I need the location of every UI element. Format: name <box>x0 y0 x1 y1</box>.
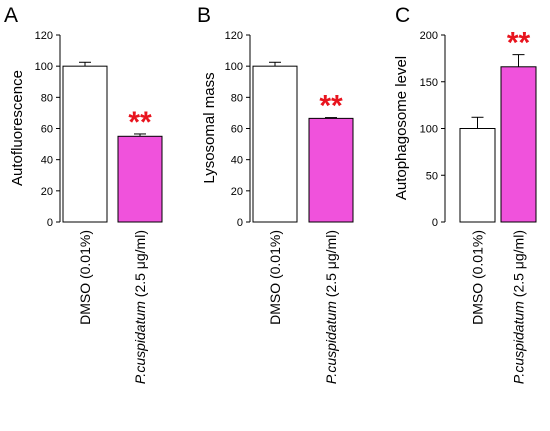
x-category-label: DMSO (0.01%) <box>77 230 93 325</box>
y-tick-label: 0 <box>432 217 438 229</box>
category-label-text: DMSO (0.01%) <box>470 230 486 325</box>
y-axis-label: Lysosomal mass <box>201 72 218 183</box>
category-label-text: (2.5 μg/ml) <box>132 230 148 301</box>
x-category-label: DMSO (0.01%) <box>267 230 283 325</box>
bar <box>62 65 108 223</box>
bar <box>459 128 496 223</box>
y-tick-label: 150 <box>420 77 438 89</box>
panel-c: C Autophagosome level 0 50 100 150 200 DMSO (0.… <box>393 4 537 384</box>
y-tick-label: 60 <box>41 124 53 136</box>
y-tick-label: 100 <box>35 61 53 73</box>
bar <box>308 117 354 223</box>
y-tick-label: 120 <box>225 30 243 42</box>
category-label-text: DMSO (0.01%) <box>267 230 283 325</box>
category-label-text: DMSO (0.01%) <box>77 230 93 325</box>
panel-letter: C <box>395 4 410 27</box>
panel-a: A Autofluorescence 0 20 40 60 80 100 120 DMSO (0.… <box>4 4 163 384</box>
panel-letter: A <box>4 4 18 27</box>
y-tick-label: 200 <box>420 30 438 42</box>
bar <box>500 66 537 223</box>
x-category-label: DMSO (0.01%) <box>470 230 486 325</box>
x-category-label: P.cuspidatum (2.5 μg/ml) <box>323 230 339 384</box>
y-tick-label: 60 <box>231 124 243 136</box>
category-label-italic: P.cuspidatum <box>132 301 148 384</box>
category-label-text: (2.5 μg/ml) <box>323 230 339 301</box>
y-tick-label: 40 <box>231 155 243 167</box>
y-tick-label: 120 <box>35 30 53 42</box>
category-label-text: (2.5 μg/ml) <box>511 230 527 301</box>
y-tick-label: 40 <box>41 155 53 167</box>
bar <box>252 65 298 223</box>
significance-marker: ** <box>128 106 152 139</box>
panel-letter: B <box>197 4 211 27</box>
category-label-italic: P.cuspidatum <box>323 301 339 384</box>
y-tick-label: 80 <box>231 92 243 104</box>
y-axis-label: Autophagosome level <box>393 56 410 200</box>
y-tick-label: 80 <box>41 92 53 104</box>
x-category-label: P.cuspidatum (2.5 μg/ml) <box>511 230 527 384</box>
significance-marker: ** <box>319 90 343 123</box>
y-axis-label: Autofluorescence <box>9 70 26 186</box>
significance-marker: ** <box>507 27 531 60</box>
panel-b: B Lysosomal mass 0 20 40 60 80 100 120 DMSO (0.01… <box>197 4 354 384</box>
y-tick-label: 20 <box>231 186 243 198</box>
y-tick-label: 100 <box>225 61 243 73</box>
y-tick-label: 50 <box>426 170 438 182</box>
y-tick-label: 100 <box>420 124 438 136</box>
category-label-italic: P.cuspidatum <box>511 301 527 384</box>
y-tick-label: 20 <box>41 186 53 198</box>
bar <box>117 135 163 223</box>
y-tick-label: 0 <box>237 217 243 229</box>
x-category-label: P.cuspidatum (2.5 μg/ml) <box>132 230 148 384</box>
y-tick-label: 0 <box>47 217 53 229</box>
